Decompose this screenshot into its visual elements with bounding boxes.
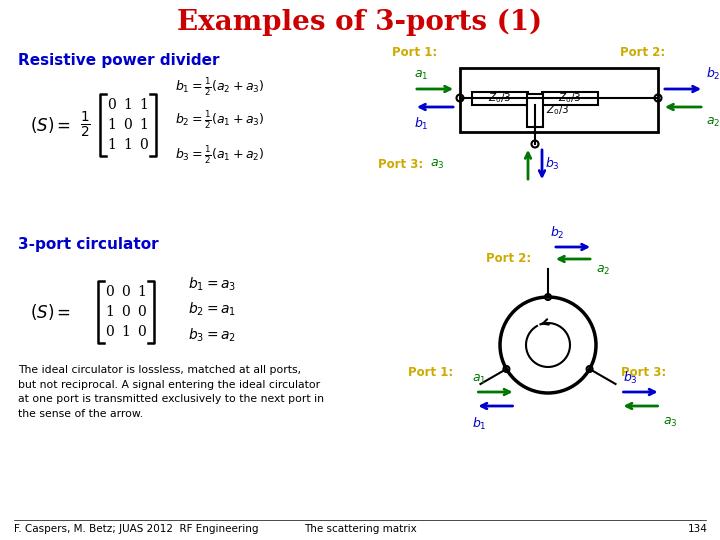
Text: $a_2$: $a_2$ (706, 116, 720, 129)
Text: $Z_0/3$: $Z_0/3$ (558, 91, 582, 105)
Text: 1: 1 (140, 118, 148, 132)
Text: 0: 0 (106, 325, 114, 339)
Text: $Z_0/3$: $Z_0/3$ (488, 91, 512, 105)
Text: 1: 1 (124, 138, 132, 152)
Text: $b_3$: $b_3$ (545, 156, 560, 172)
Text: $a_2$: $a_2$ (596, 264, 611, 277)
Text: Port 1:: Port 1: (408, 366, 454, 379)
Text: $a_3$: $a_3$ (662, 416, 677, 429)
Text: $b_1$: $b_1$ (472, 416, 487, 432)
Text: $a_1$: $a_1$ (414, 69, 428, 82)
Text: Port 2:: Port 2: (486, 253, 531, 266)
Text: 0: 0 (122, 285, 130, 299)
Text: $b_2 = \frac{1}{2}(a_1 + a_3)$: $b_2 = \frac{1}{2}(a_1 + a_3)$ (175, 109, 264, 131)
Text: F. Caspers, M. Betz; JUAS 2012  RF Engineering: F. Caspers, M. Betz; JUAS 2012 RF Engine… (14, 524, 258, 534)
Text: The scattering matrix: The scattering matrix (304, 524, 416, 534)
Text: $b_1$: $b_1$ (414, 116, 428, 132)
Text: 0: 0 (140, 138, 148, 152)
Text: 1: 1 (107, 118, 117, 132)
Text: 3-port circulator: 3-port circulator (18, 238, 158, 253)
Text: Resistive power divider: Resistive power divider (18, 52, 220, 68)
Text: 134: 134 (688, 524, 708, 534)
Text: 1: 1 (107, 138, 117, 152)
Text: 1: 1 (138, 285, 146, 299)
Text: 0: 0 (124, 118, 132, 132)
Text: $b_2 = a_1$: $b_2 = a_1$ (188, 300, 236, 318)
Text: $b_1 = \frac{1}{2}(a_2 + a_3)$: $b_1 = \frac{1}{2}(a_2 + a_3)$ (175, 76, 264, 98)
Text: Port 3:: Port 3: (378, 158, 423, 171)
Text: $b_2$: $b_2$ (706, 66, 720, 82)
Text: $(S)=$: $(S)=$ (30, 115, 71, 135)
Text: $Z_0/3$: $Z_0/3$ (546, 104, 570, 117)
Text: $a_3$: $a_3$ (430, 158, 444, 171)
Bar (460, 68, 658, 132)
Text: $b_1 = a_3$: $b_1 = a_3$ (188, 275, 236, 293)
Text: 1: 1 (106, 305, 114, 319)
Text: Port 1:: Port 1: (392, 45, 437, 58)
Bar (472, 91, 528, 105)
Text: 1: 1 (124, 98, 132, 112)
Bar (542, 91, 598, 105)
Text: 0: 0 (138, 305, 146, 319)
Text: Examples of 3-ports (1): Examples of 3-ports (1) (177, 8, 543, 36)
Text: $(S)=$: $(S)=$ (30, 302, 71, 322)
Text: The ideal circulator is lossless, matched at all ports,
but not reciprocal. A si: The ideal circulator is lossless, matche… (18, 365, 324, 419)
Text: 0: 0 (106, 285, 114, 299)
Text: $a_1$: $a_1$ (472, 373, 487, 386)
Text: $b_3 = a_2$: $b_3 = a_2$ (188, 326, 236, 343)
Text: $\frac{1}{2}$: $\frac{1}{2}$ (80, 110, 90, 140)
Text: 0: 0 (107, 98, 117, 112)
Text: Port 2:: Port 2: (620, 45, 665, 58)
Bar (527, 94, 543, 127)
Text: 1: 1 (122, 325, 130, 339)
Text: 0: 0 (122, 305, 130, 319)
Text: 1: 1 (140, 98, 148, 112)
Text: $b_3$: $b_3$ (623, 370, 637, 386)
Text: $b_2$: $b_2$ (550, 225, 564, 241)
Text: 0: 0 (138, 325, 146, 339)
Text: Port 3:: Port 3: (621, 366, 666, 379)
Text: $b_3 = \frac{1}{2}(a_1 + a_2)$: $b_3 = \frac{1}{2}(a_1 + a_2)$ (175, 144, 264, 166)
